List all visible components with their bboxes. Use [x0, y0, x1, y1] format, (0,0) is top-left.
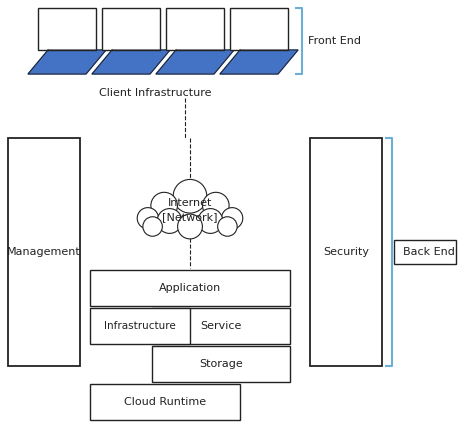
Polygon shape: [92, 50, 170, 74]
Text: Front End: Front End: [308, 36, 361, 46]
Bar: [8, 138, 80, 366]
Circle shape: [157, 208, 182, 233]
Bar: [394, 240, 456, 264]
Circle shape: [151, 192, 177, 219]
Circle shape: [198, 208, 223, 233]
Bar: [38, 8, 96, 50]
Bar: [90, 270, 290, 306]
Text: Cloud Runtime: Cloud Runtime: [124, 397, 206, 407]
Text: Internet
[Network]: Internet [Network]: [162, 197, 218, 222]
Bar: [90, 384, 240, 420]
Bar: [90, 308, 190, 344]
Text: Infrastructure: Infrastructure: [104, 321, 176, 331]
Circle shape: [178, 214, 202, 239]
Text: Client Infrastructure: Client Infrastructure: [99, 88, 211, 98]
Bar: [152, 346, 290, 382]
Text: Service: Service: [201, 321, 242, 331]
Polygon shape: [156, 50, 234, 74]
Text: Management: Management: [7, 247, 81, 257]
Text: Application: Application: [159, 283, 221, 293]
Bar: [102, 8, 160, 50]
Circle shape: [218, 217, 237, 236]
Text: Security: Security: [323, 247, 369, 257]
Circle shape: [137, 208, 158, 229]
Bar: [152, 308, 290, 344]
Text: Back End: Back End: [403, 247, 455, 257]
Circle shape: [143, 217, 162, 236]
Circle shape: [173, 179, 207, 213]
Circle shape: [202, 192, 229, 219]
Bar: [310, 138, 382, 366]
Polygon shape: [28, 50, 106, 74]
Text: Storage: Storage: [199, 359, 243, 369]
Bar: [230, 8, 288, 50]
Polygon shape: [220, 50, 298, 74]
Circle shape: [221, 208, 243, 229]
Bar: [166, 8, 224, 50]
